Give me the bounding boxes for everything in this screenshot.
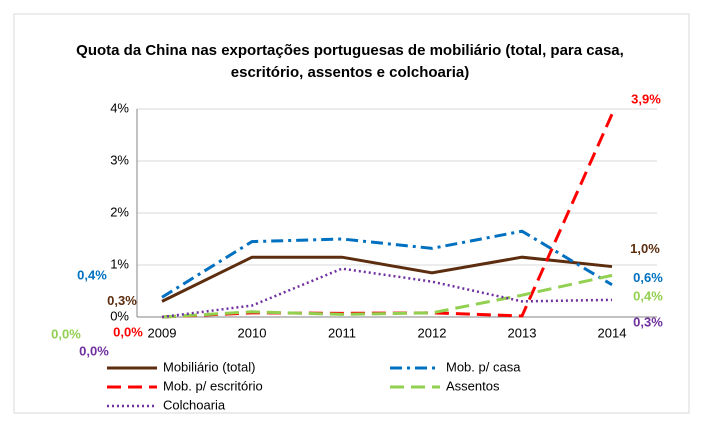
chart-title: Quota da China nas exportações portugues… (76, 42, 624, 81)
y-tick-label: 3% (110, 152, 129, 167)
legend-label: Colchoaria (163, 397, 226, 412)
legend-label: Mobiliário (total) (163, 359, 255, 374)
data-label: 0,0% (51, 326, 81, 341)
x-tick-label: 2014 (598, 325, 627, 340)
y-tick-label: 4% (110, 100, 129, 115)
x-tick-label: 2009 (148, 325, 177, 340)
legend-label: Mob. p/ casa (446, 359, 521, 374)
series-line (161, 273, 613, 319)
x-tick-label: 2013 (508, 325, 537, 340)
data-label: 0,0% (79, 343, 109, 358)
data-label: 3,9% (631, 92, 661, 107)
legend-label: Assentos (446, 378, 500, 393)
annotation: 0,4% (633, 288, 663, 303)
x-tick-label: 2010 (238, 325, 267, 340)
data-label: 0,3% (107, 293, 137, 308)
data-label: 0,6% (633, 270, 663, 285)
data-label: 0,0% (113, 324, 143, 339)
y-tick-label: 1% (110, 256, 129, 271)
series-line (161, 267, 613, 319)
legend-label: Mob. p/ escritório (163, 378, 263, 393)
x-tick-label: 2011 (328, 325, 356, 340)
y-tick-label: 2% (110, 204, 129, 219)
x-tick-label: 2012 (418, 325, 447, 340)
data-label: 0,4% (77, 268, 107, 283)
data-label: 0,3% (633, 314, 663, 329)
data-label: 1,0% (630, 241, 660, 256)
y-tick-label: 0% (110, 308, 129, 323)
series-line (161, 255, 613, 303)
